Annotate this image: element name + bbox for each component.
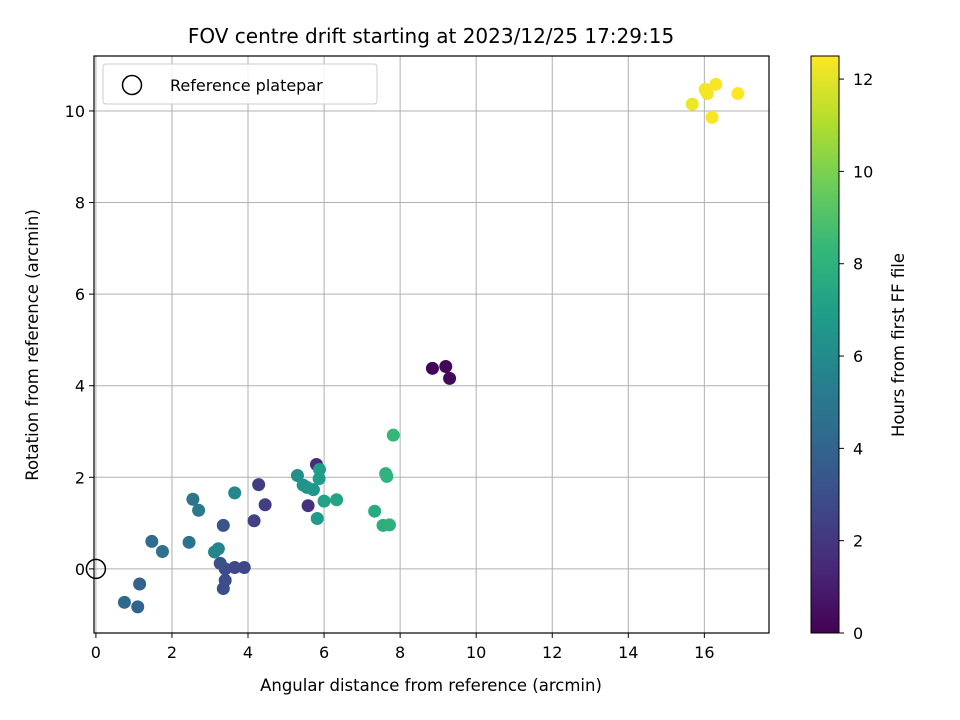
data-point (425, 361, 439, 375)
plot-frame (93, 55, 770, 634)
colorbar-tick-label: 6 (853, 347, 863, 366)
data-point (685, 97, 699, 111)
data-point (216, 582, 230, 596)
colorbar-tick-label: 2 (853, 532, 863, 551)
y-tick-label: 4 (75, 377, 85, 396)
x-tick-label: 0 (91, 643, 101, 662)
plot-axes: 0 2 4 6 8 10 12 14 16 0 2 4 6 8 10 (65, 55, 770, 662)
data-point (211, 542, 225, 556)
colorbar-gradient (811, 56, 839, 633)
data-point (386, 428, 400, 442)
x-tick-label: 12 (542, 643, 562, 662)
data-point (228, 561, 242, 575)
data-point (310, 512, 324, 526)
data-point (192, 503, 206, 517)
chart-title: FOV centre drift starting at 2023/12/25 … (188, 24, 674, 48)
colorbar-tick-label: 8 (853, 255, 863, 274)
y-tick-label: 2 (75, 468, 85, 487)
x-tick-label: 6 (319, 643, 329, 662)
data-point (330, 493, 344, 507)
data-point (247, 514, 261, 528)
data-point (700, 87, 714, 101)
data-point (133, 577, 147, 591)
data-point (709, 77, 723, 91)
y-tick-label: 0 (75, 560, 85, 579)
data-point (252, 478, 266, 492)
colorbar-label: Hours from first FF file (889, 253, 908, 437)
data-point (439, 359, 453, 373)
data-point (131, 600, 145, 614)
data-point (145, 534, 159, 548)
data-point (368, 504, 382, 518)
legend: Reference platepar (102, 63, 378, 105)
grid-lines (94, 56, 769, 633)
data-point (312, 472, 326, 486)
colorbar-tick-label: 10 (853, 162, 873, 181)
colorbar-tick-label: 4 (853, 439, 863, 458)
y-axis-label: Rotation from reference (arcmin) (23, 209, 42, 481)
x-tick-label: 14 (618, 643, 638, 662)
data-point (306, 483, 320, 497)
x-tick-label: 16 (694, 643, 714, 662)
data-point (380, 469, 394, 483)
reference-platepar-marker (85, 558, 107, 580)
x-tick-label: 4 (243, 643, 253, 662)
data-point (117, 595, 131, 609)
colorbar-tick-label: 12 (853, 70, 873, 89)
colorbar-tick-label: 0 (853, 624, 863, 643)
data-point (443, 371, 457, 385)
data-point (213, 556, 227, 570)
y-tick-label: 8 (75, 194, 85, 213)
colorbar: 0 2 4 6 8 10 12 (810, 55, 873, 643)
data-point (313, 463, 327, 477)
data-point (237, 561, 251, 575)
legend-marker-open-circle (121, 74, 143, 96)
data-point (216, 518, 230, 532)
data-points (85, 77, 745, 614)
colorbar-frame (810, 55, 840, 634)
legend-label: Reference platepar (170, 76, 323, 95)
y-tick-label: 6 (75, 285, 85, 304)
data-point (186, 492, 200, 506)
x-tick-label: 2 (167, 643, 177, 662)
x-tick-label: 10 (466, 643, 486, 662)
data-point (382, 518, 396, 532)
data-point (155, 544, 169, 558)
data-point (182, 535, 196, 549)
x-axis-label: Angular distance from reference (arcmin) (260, 676, 602, 695)
legend-box (102, 63, 378, 105)
data-point (731, 87, 745, 101)
data-point (290, 468, 304, 482)
data-point (705, 110, 719, 124)
data-point (301, 499, 315, 513)
data-point (228, 486, 242, 500)
data-point (258, 498, 272, 512)
data-point (317, 494, 331, 508)
colorbar-ticks: 0 2 4 6 8 10 12 (839, 70, 873, 643)
x-tick-label: 8 (395, 643, 405, 662)
y-tick-label: 10 (65, 102, 85, 121)
